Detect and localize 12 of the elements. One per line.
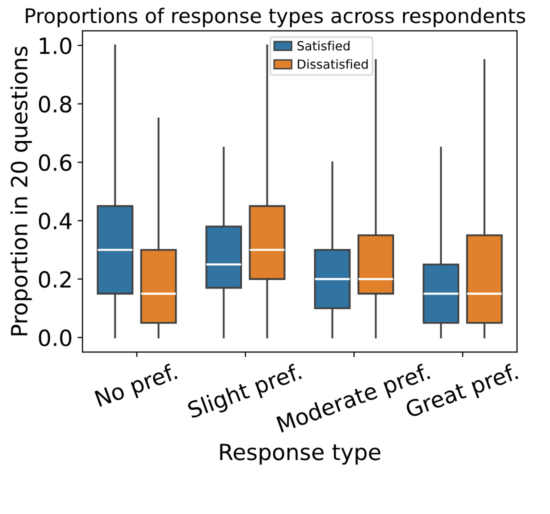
legend-label: Dissatisfied <box>298 59 368 69</box>
y-tick-label: 0.6 <box>38 154 72 172</box>
y-tick-label: 0.2 <box>38 271 71 288</box>
y-tick-label: 0.4 <box>38 212 72 230</box>
x-tick-label: No pref. <box>94 362 180 412</box>
x-axis-title: Response type <box>220 444 380 465</box>
legend-label: Satisfied <box>297 40 350 51</box>
y-tick-label: 1.0 <box>40 37 72 54</box>
y-tick-label: 0.8 <box>38 96 72 113</box>
y-axis-title: Proportion in 20 questions <box>10 46 32 336</box>
chart-title: Proportions of response types across respondents <box>26 8 526 28</box>
y-tick-label: 0.0 <box>38 329 72 346</box>
